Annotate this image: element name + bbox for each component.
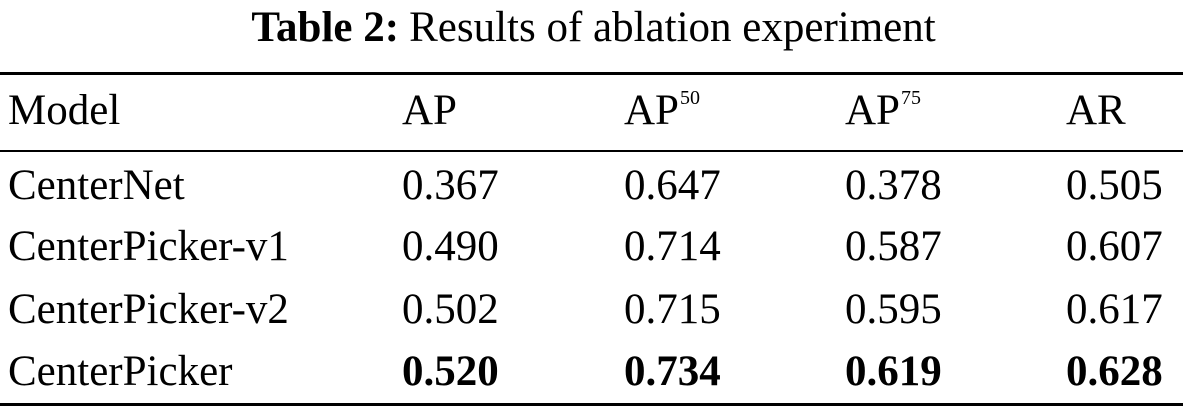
cell-ap: 0.520 — [402, 348, 499, 395]
header-ap50-base: AP — [624, 87, 679, 134]
table-row: CenterPicker-v1 0.490 0.714 0.587 0.607 — [0, 218, 1187, 276]
cell-ar: 0.607 — [1066, 223, 1163, 270]
header-ap50-superscript: 50 — [679, 87, 700, 109]
cell-model: CenterNet — [8, 162, 185, 209]
cell-ap: 0.502 — [402, 286, 499, 333]
cell-model: CenterPicker-v2 — [8, 286, 289, 333]
header-ap50: AP50 — [624, 82, 700, 140]
header-ap75: AP75 — [845, 82, 921, 140]
cell-ap75: 0.595 — [845, 286, 942, 333]
table-header-rule — [0, 150, 1183, 152]
cell-ap50: 0.714 — [624, 223, 721, 270]
header-model: Model — [8, 87, 121, 134]
cell-ar: 0.617 — [1066, 286, 1163, 333]
table-row: CenterPicker-v2 0.502 0.715 0.595 0.617 — [0, 281, 1187, 339]
header-ap: AP — [402, 87, 457, 134]
header-ap75-base: AP — [845, 87, 900, 134]
cell-ap50: 0.715 — [624, 286, 721, 333]
cell-ap75: 0.619 — [845, 348, 942, 395]
cell-model: CenterPicker-v1 — [8, 223, 289, 270]
table-top-rule — [0, 72, 1183, 75]
header-ar: AR — [1066, 87, 1126, 134]
cell-ar: 0.628 — [1066, 348, 1163, 395]
table-row: CenterPicker 0.520 0.734 0.619 0.628 — [0, 343, 1187, 401]
cell-ap75: 0.378 — [845, 162, 942, 209]
cell-ap50: 0.647 — [624, 162, 721, 209]
cell-ap50: 0.734 — [624, 348, 721, 395]
table-caption-text: Results of ablation experiment — [409, 4, 936, 51]
table-caption-label: Table 2: — [251, 4, 400, 51]
table-caption: Table 2: Results of ablation experiment — [0, 2, 1187, 54]
table-header-row: Model AP AP50 AP75 AR — [0, 82, 1187, 140]
cell-ap: 0.490 — [402, 223, 499, 270]
cell-ar: 0.505 — [1066, 162, 1163, 209]
header-ap75-superscript: 75 — [900, 87, 921, 109]
cell-ap75: 0.587 — [845, 223, 942, 270]
cell-ap: 0.367 — [402, 162, 499, 209]
table-row: CenterNet 0.367 0.647 0.378 0.505 — [0, 157, 1187, 215]
table-bottom-rule — [0, 403, 1183, 406]
cell-model: CenterPicker — [8, 348, 233, 395]
